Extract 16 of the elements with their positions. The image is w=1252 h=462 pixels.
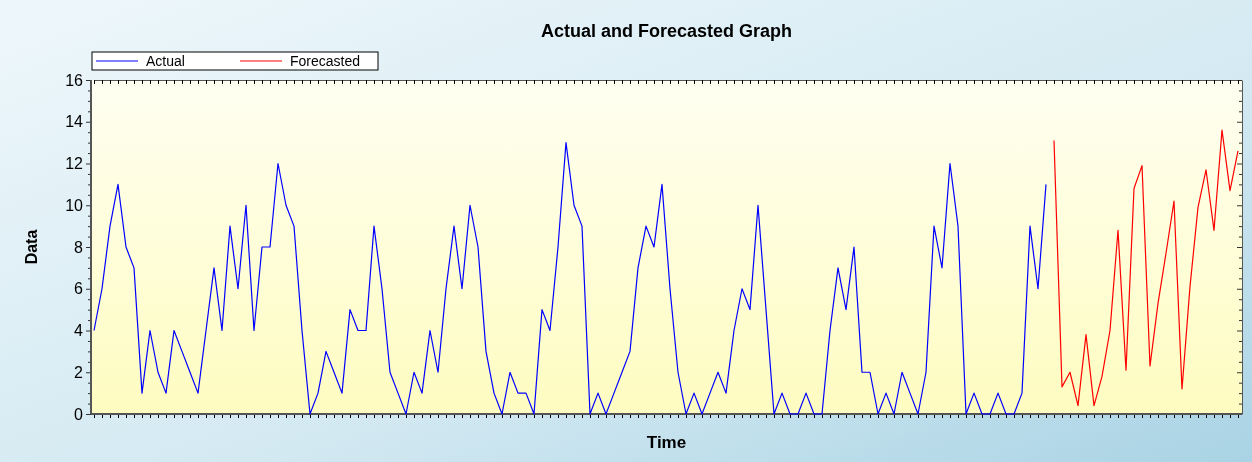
legend-label: Actual [146, 53, 185, 69]
y-tick-label: 10 [65, 196, 84, 214]
y-tick-label: 2 [74, 363, 84, 381]
y-tick-label: 4 [74, 322, 84, 340]
y-tick-label: 8 [74, 238, 84, 256]
y-axis-title: Data [23, 229, 40, 265]
y-tick-label: 14 [65, 113, 84, 131]
line-series [93, 142, 1047, 415]
chart-title: Actual and Forecasted Graph [540, 21, 793, 41]
y-tick-label: 0 [74, 405, 84, 423]
x-axis-title: Time [646, 433, 687, 452]
y-tick-label: 16 [65, 71, 84, 89]
line-series [1053, 129, 1239, 407]
y-tick-label: 12 [65, 155, 84, 173]
legend-label: Forecasted [290, 53, 361, 69]
y-tick-label: 6 [74, 280, 84, 298]
